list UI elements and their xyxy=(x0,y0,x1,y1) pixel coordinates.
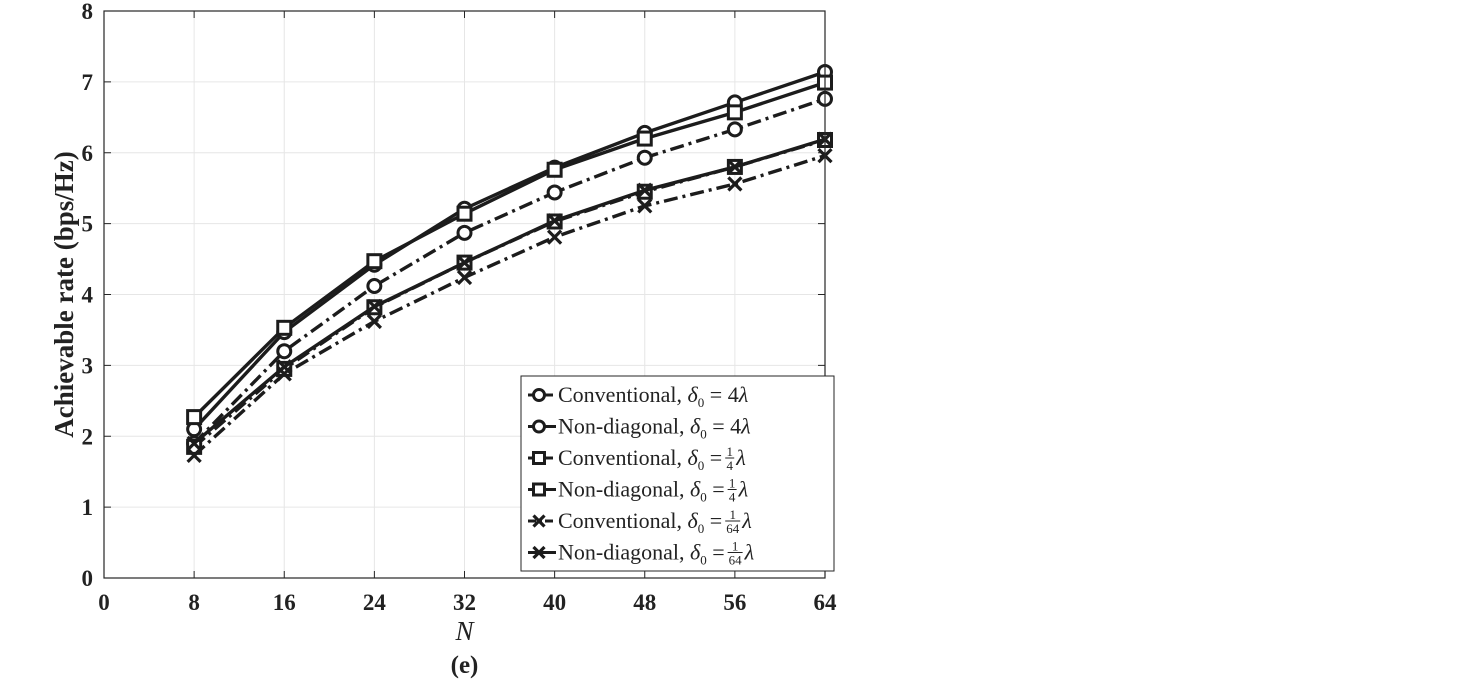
legend-fraction-num: 1 xyxy=(726,444,733,459)
square-marker xyxy=(636,130,653,147)
y-tick-label: 0 xyxy=(82,566,94,591)
y-tick-label: 5 xyxy=(82,212,94,237)
x-marker xyxy=(366,298,383,315)
legend-entry: Conventional, δ0 = 4λ xyxy=(528,382,748,410)
legend-entry: Conventional, δ0 = 14 λ xyxy=(528,444,746,473)
legend-fraction-den: 4 xyxy=(729,490,736,505)
series-line xyxy=(192,80,826,419)
x-marker xyxy=(276,359,292,375)
square-marker xyxy=(276,319,293,336)
series-line xyxy=(192,153,826,457)
legend-label: Conventional, δ0 = xyxy=(558,508,722,536)
legend-label: Non-diagonal, δ0 = xyxy=(558,540,725,568)
x-marker xyxy=(532,545,546,560)
circle-marker xyxy=(546,184,563,201)
series-layer xyxy=(186,63,833,464)
x-marker xyxy=(186,447,202,464)
x-marker xyxy=(546,229,563,245)
x-tick-label: 40 xyxy=(543,590,566,615)
legend-fraction-den: 64 xyxy=(726,521,740,536)
square-marker xyxy=(186,409,203,426)
plot-frame xyxy=(103,10,826,579)
series-line xyxy=(192,70,826,431)
circle-marker xyxy=(532,419,546,434)
series-line xyxy=(192,97,826,445)
x-marker xyxy=(186,435,202,451)
x-tick-label: 64 xyxy=(814,590,838,615)
circle-marker xyxy=(636,149,653,166)
square-marker xyxy=(456,205,473,222)
legend-box xyxy=(520,375,835,572)
x-marker xyxy=(637,182,653,198)
circle-marker xyxy=(276,343,293,360)
square-marker xyxy=(532,451,546,465)
legend-lambda: λ xyxy=(744,540,755,565)
x-marker xyxy=(546,213,563,229)
legend-label: Non-diagonal, δ0 = xyxy=(558,477,725,505)
series-nd-1-4 xyxy=(186,74,833,426)
legend-fraction-num: 1 xyxy=(729,476,736,491)
circle-marker xyxy=(366,277,383,294)
legend-lambda: λ xyxy=(735,445,746,470)
x-marker xyxy=(366,313,383,330)
y-tick-label: 7 xyxy=(82,70,94,95)
x-tick-label: 8 xyxy=(188,590,200,615)
square-marker xyxy=(366,253,383,270)
square-marker xyxy=(532,482,546,497)
x-marker xyxy=(637,198,653,214)
y-tick-label: 8 xyxy=(82,0,94,24)
x-tick-label: 24 xyxy=(363,590,387,615)
x-tick-label: 16 xyxy=(273,590,296,615)
circle-marker xyxy=(726,121,743,138)
x-marker xyxy=(532,514,546,528)
x-marker xyxy=(456,269,473,286)
legend-lambda: λ xyxy=(738,477,749,502)
y-tick-label: 2 xyxy=(82,424,94,449)
x-marker xyxy=(456,254,473,271)
x-axis-label: N xyxy=(454,616,475,646)
legend-fraction-num: 1 xyxy=(729,507,736,522)
y-tick-label: 6 xyxy=(82,141,94,166)
x-tick-label: 0 xyxy=(98,590,110,615)
y-tick-label: 3 xyxy=(82,353,94,378)
legend-fraction-den: 64 xyxy=(729,553,743,568)
legend-label: Conventional, δ0 = xyxy=(558,445,722,473)
legend-label: Conventional, δ0 = 4λ xyxy=(558,382,748,410)
legend-fraction-num: 1 xyxy=(732,539,739,554)
legend-entry: Non-diagonal, δ0 = 4λ xyxy=(528,414,751,442)
x-tick-label: 48 xyxy=(633,590,656,615)
x-tick-label: 56 xyxy=(723,590,746,615)
circle-marker xyxy=(532,388,546,402)
y-tick-label: 4 xyxy=(82,283,94,308)
y-axis-label: Achievable rate (bps/Hz) xyxy=(49,151,79,437)
legend-entry: Non-diagonal, δ0 = 14 λ xyxy=(528,476,748,505)
series-line xyxy=(193,137,826,445)
legend-lambda: λ xyxy=(741,508,752,533)
legend-label: Non-diagonal, δ0 = 4λ xyxy=(558,414,751,442)
series-conv-4 xyxy=(186,90,833,452)
square-marker xyxy=(726,104,743,121)
x-marker xyxy=(727,176,743,192)
legend-entry: Non-diagonal, δ0 = 164 λ xyxy=(528,539,754,568)
x-marker xyxy=(727,159,743,175)
circle-marker xyxy=(456,224,473,241)
legend-entry: Conventional, δ0 = 164 λ xyxy=(528,507,752,536)
panel-label: (e) xyxy=(451,652,479,679)
y-tick-label: 1 xyxy=(82,495,94,520)
x-tick-label: 32 xyxy=(453,590,476,615)
square-marker xyxy=(546,161,563,178)
legend-fraction-den: 4 xyxy=(726,458,733,473)
